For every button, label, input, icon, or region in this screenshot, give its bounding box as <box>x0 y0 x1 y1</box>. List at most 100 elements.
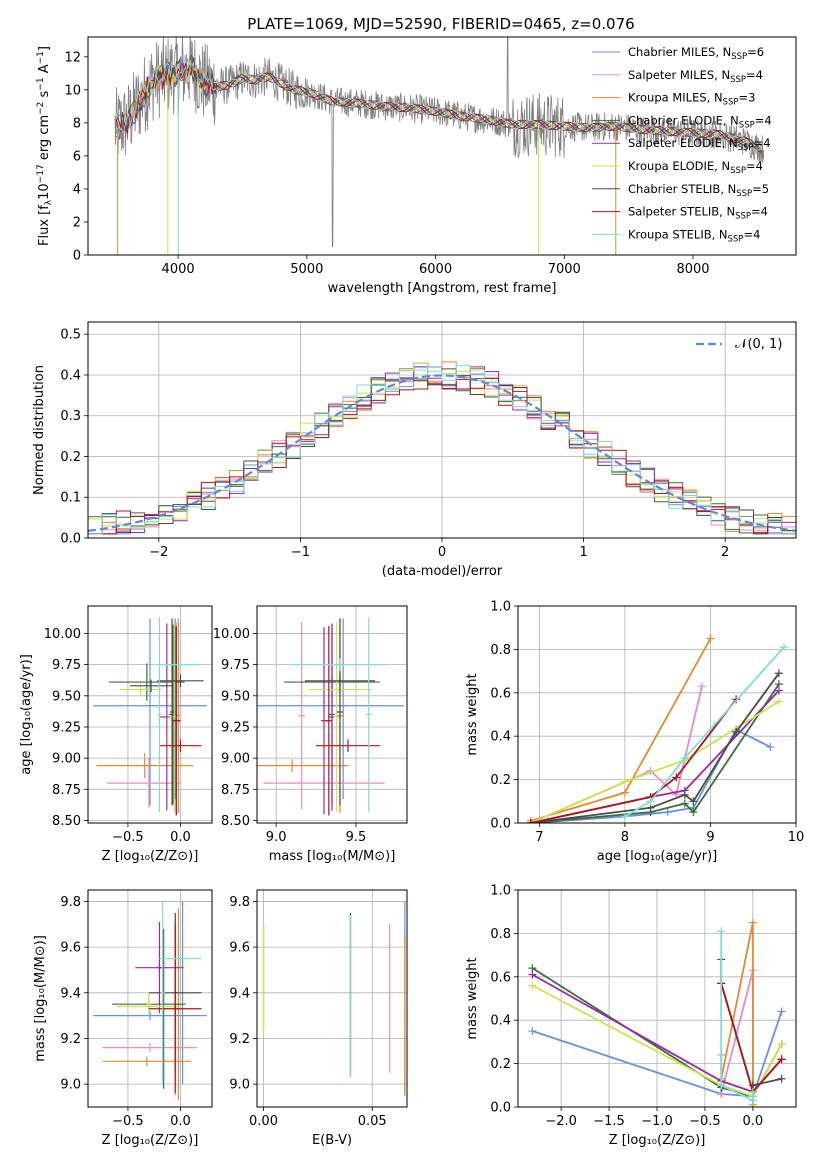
legend-label-text: Chabrier ELODIE, N <box>628 113 739 127</box>
y-axis-label-part: s <box>37 90 52 101</box>
axes-frame <box>87 321 797 539</box>
y-tick-label: 10.00 <box>213 627 250 642</box>
x-tick-label: 9.0 <box>266 830 287 845</box>
axes-frame <box>517 605 797 824</box>
y-tick-label: 0.4 <box>490 1014 511 1029</box>
mass-weight-marker <box>528 1027 537 1036</box>
mass-weight-marker <box>528 970 537 979</box>
x-tick-label: −1.0 <box>641 1114 673 1129</box>
age-vs-metallicity-panel: −0.5 0.0 8.50 8.75 9.00 9.25 9.50 9.75 10.00 Z [l… <box>19 605 213 864</box>
y-tick-label: 0.3 <box>60 409 81 424</box>
y-tick-label: 2 <box>73 215 81 230</box>
mass-weight-marker <box>528 981 537 990</box>
legend-label-text: Kroupa ELODIE, N <box>628 159 730 173</box>
mass-weight-marker <box>766 743 775 752</box>
y-tick-label: 0.0 <box>60 532 81 547</box>
mass-weight-line <box>531 984 783 1098</box>
legend-label-tail: =5 <box>752 182 769 196</box>
y-tick-label: 8.50 <box>52 814 81 829</box>
x-tick-label: 2 <box>721 545 729 560</box>
mass-weight-marker <box>672 773 681 782</box>
legend-label-text: Kroupa STELIB, N <box>628 227 728 241</box>
y-tick-label: 10 <box>64 83 81 98</box>
mass-weight-marker <box>774 686 783 695</box>
x-axis-label: wavelength [Angstrom, rest frame] <box>328 281 557 296</box>
y-tick-label: 0.0 <box>490 1101 511 1116</box>
mass-weight-marker <box>777 1040 786 1049</box>
spectrum-panel: 4000 5000 6000 7000 8000 0 2 4 6 8 10 12 wavelength … <box>36 36 797 296</box>
mass-weight-line <box>530 689 780 823</box>
mass-weight-marker <box>774 669 783 678</box>
x-tick-label: −1.5 <box>593 1114 625 1129</box>
legend-label-sub: SSP <box>739 120 755 130</box>
figure-title: PLATE=1069, MJD=52590, FIBERID=0465, z=0… <box>247 15 634 33</box>
legend-label-tail: =4 <box>751 205 768 219</box>
mass-weight-marker <box>777 1074 786 1083</box>
y-axis-label: mass weight <box>465 673 480 755</box>
x-axis-label: age [log₁₀(age/yr)] <box>597 849 718 864</box>
mass-vs-reddening-panel: 0.00 0.05 9.0 9.2 9.4 9.6 9.8 E(B-V) <box>229 889 408 1148</box>
mass-weight-marker <box>689 808 698 817</box>
y-axis-label: Flux [fλ10−17 erg cm−2 s−1 A−1] <box>36 46 54 246</box>
mass-weight-line <box>530 672 780 823</box>
y-tick-label: 9.8 <box>229 895 250 910</box>
y-axis-label: age [log₁₀(age/yr)] <box>19 654 34 775</box>
y-tick-label: 9.2 <box>229 1032 250 1047</box>
x-tick-label: −0.5 <box>112 1114 144 1129</box>
y-tick-label: 8 <box>73 116 81 131</box>
x-tick-label: 7000 <box>548 262 581 277</box>
legend-label: Chabrier MILES, NSSP=6 <box>628 45 764 62</box>
y-tick-label: 9.50 <box>221 689 250 704</box>
x-tick-label: 0.05 <box>358 1114 387 1129</box>
y-tick-label: 0.2 <box>60 450 81 465</box>
x-tick-label: 9.5 <box>346 830 367 845</box>
legend-label: Chabrier STELIB, NSSP=5 <box>628 182 769 199</box>
plot-area <box>528 918 786 1107</box>
legend-label-text: Salpeter STELIB, N <box>628 205 735 219</box>
x-tick-label: −2 <box>149 545 168 560</box>
mass-weight-marker <box>748 1087 757 1096</box>
y-tick-label: 8.75 <box>52 783 81 798</box>
legend-label-tail: =4 <box>743 227 760 241</box>
axes-frame <box>517 889 797 1108</box>
y-tick-label: 9.00 <box>52 752 81 767</box>
mass-weight-line <box>532 1011 783 1098</box>
y-tick-label: 0.6 <box>490 970 511 985</box>
y-tick-label: 0.5 <box>60 328 81 343</box>
legend-label: Chabrier ELODIE, NSSP=4 <box>628 113 772 130</box>
x-axis-label: Z [log₁₀(Z/Z⊙)] <box>102 849 199 864</box>
y-axis-label-part: 10 <box>37 183 52 200</box>
y-axis-label: mass [log₁₀(M/M⊙)] <box>33 935 48 1062</box>
legend-label-sub: SSP <box>728 234 744 244</box>
x-tick-label: −2.0 <box>545 1114 577 1129</box>
plot-area <box>257 617 404 816</box>
y-tick-label: 4 <box>73 182 81 197</box>
plot-area <box>526 634 789 823</box>
mass-weight-marker <box>780 643 789 652</box>
plot-area <box>88 361 796 535</box>
legend-label-tail: =6 <box>747 45 764 59</box>
mass-weight-marker <box>680 790 689 799</box>
x-tick-label: −0.5 <box>112 830 144 845</box>
y-tick-label: 8.50 <box>221 814 250 829</box>
y-tick-label: 9.75 <box>52 658 81 673</box>
y-tick-label: 0.0 <box>490 817 511 832</box>
y-tick-label: 9.6 <box>229 941 250 956</box>
y-tick-label: 1.0 <box>490 600 511 615</box>
mass-weight-line <box>530 698 737 823</box>
y-tick-label: 0.8 <box>490 643 511 658</box>
y-tick-label: 9.2 <box>60 1032 81 1047</box>
x-tick-label: 0 <box>438 545 446 560</box>
mass-weight-line <box>530 700 780 823</box>
mass-vs-metallicity-panel: −0.5 0.0 9.0 9.2 9.4 9.6 9.8 Z [log₁₀(Z/Z⊙)] mas… <box>33 889 213 1148</box>
legend-label-sub: SSP <box>730 166 746 176</box>
x-axis-label: E(B-V) <box>312 1133 352 1148</box>
y-axis-label-part: λ <box>44 199 54 205</box>
x-tick-label: 8000 <box>676 262 709 277</box>
mass-weight-marker <box>717 1081 726 1090</box>
x-axis-label: mass [log₁₀(M/M⊙)] <box>269 849 396 864</box>
legend-label-sub: SSP <box>735 212 751 222</box>
y-tick-label: 12 <box>64 50 81 65</box>
y-tick-label: 0.1 <box>60 491 81 506</box>
x-tick-label: 0.0 <box>743 1114 764 1129</box>
